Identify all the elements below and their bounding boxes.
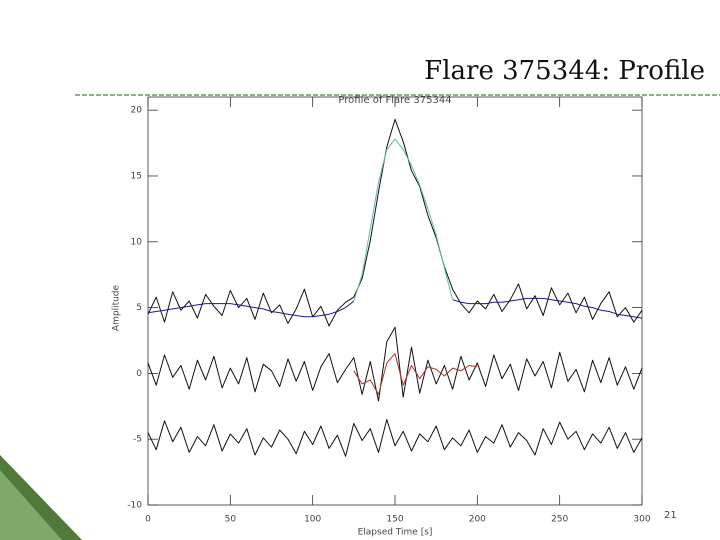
data-line	[147, 118, 643, 327]
y-tick-label: 15	[131, 171, 142, 181]
x-tick-label: 200	[469, 515, 486, 525]
page-number: 21	[664, 510, 677, 521]
y-tick-label: 0	[136, 369, 142, 379]
y-axis-title: Amplitude	[112, 284, 122, 331]
x-tick-label: 50	[225, 515, 237, 525]
x-tick-label: 150	[386, 515, 403, 525]
x-tick-label: 250	[551, 515, 568, 525]
x-tick-label: 0	[145, 515, 151, 525]
plot-frame	[147, 96, 643, 506]
x-axis-title: Elapsed Time [s]	[358, 528, 433, 538]
y-tick-label: -5	[133, 435, 142, 445]
data-line	[147, 297, 643, 319]
y-tick-label: 20	[131, 106, 143, 116]
x-tick-label: 100	[304, 515, 321, 525]
x-tick-label: 300	[633, 515, 650, 525]
data-line	[147, 419, 643, 457]
slide-title: Flare 375344: Profile	[424, 56, 705, 86]
y-tick-label: 5	[136, 303, 142, 313]
corner-decoration	[0, 470, 62, 540]
data-line	[147, 326, 643, 402]
y-tick-label: 10	[131, 237, 143, 247]
data-line	[353, 353, 478, 395]
y-tick-label: -10	[127, 501, 142, 511]
data-line	[353, 138, 454, 302]
